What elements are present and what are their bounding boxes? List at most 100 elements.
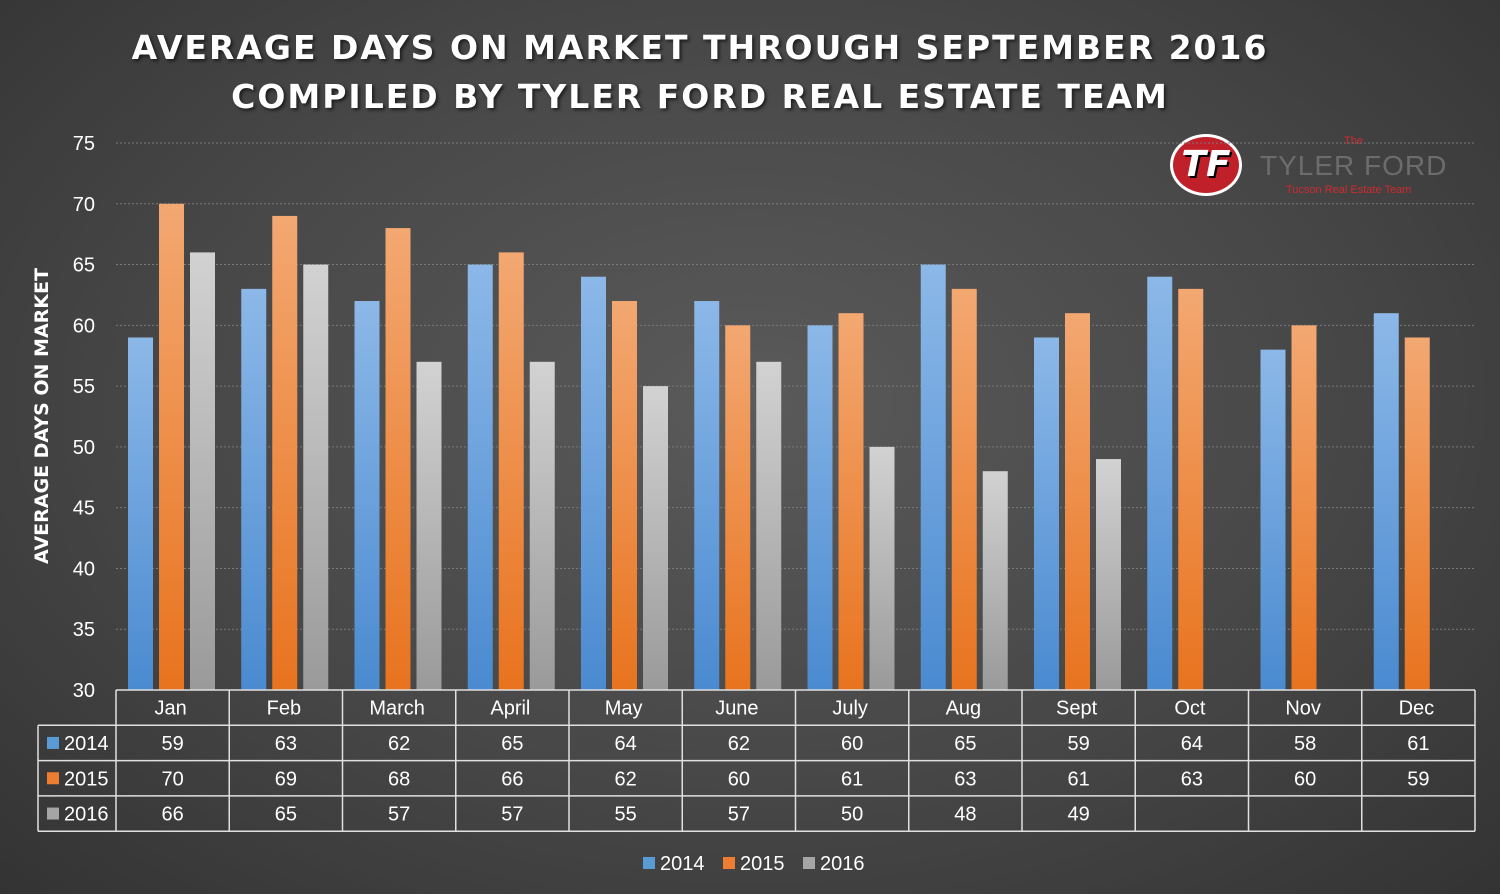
- data-label: 62: [388, 733, 410, 755]
- legend-label-2016: 2016: [820, 853, 865, 875]
- data-label: 57: [388, 804, 410, 826]
- bar-2015-july: [838, 313, 864, 690]
- data-label: 60: [728, 768, 750, 790]
- x-category-label: June: [715, 698, 758, 720]
- data-label: 58: [1294, 733, 1316, 755]
- chart-title: AVERAGE DAYS ON MARKET THROUGH SEPTEMBER…: [131, 28, 1269, 67]
- bar-2016-aug: [982, 471, 1008, 690]
- data-label: 64: [1181, 733, 1203, 755]
- chart-subtitle: COMPILED BY TYLER FORD REAL ESTATE TEAM: [231, 77, 1169, 116]
- row-label-2016: 2016: [64, 804, 109, 826]
- data-label: 49: [1068, 804, 1090, 826]
- bars: [128, 203, 1430, 691]
- data-label: 62: [728, 733, 750, 755]
- bar-2014-july: [807, 325, 833, 690]
- x-category-label: Oct: [1174, 698, 1206, 720]
- grid-lines: [116, 142, 1475, 630]
- data-label: 65: [501, 733, 523, 755]
- x-category-label: Dec: [1399, 698, 1435, 720]
- data-label: 63: [275, 733, 297, 755]
- data-label: 59: [1407, 768, 1429, 790]
- bar-2014-jan: [128, 337, 153, 690]
- legend: 2014 2015 2016: [643, 853, 865, 875]
- data-label: 61: [841, 768, 863, 790]
- bar-2015-june: [725, 325, 751, 690]
- row-label-2014: 2014: [64, 733, 109, 755]
- bar-2014-aug: [920, 264, 946, 690]
- y-tick-label: 55: [73, 376, 95, 398]
- bar-2015-oct: [1178, 288, 1204, 690]
- legend-key-2014: [47, 736, 59, 749]
- x-category-label: Nov: [1285, 698, 1321, 720]
- bar-2015-dec: [1404, 337, 1430, 690]
- data-label: 60: [1294, 768, 1316, 790]
- x-category-label: Sept: [1056, 698, 1098, 720]
- bar-2014-march: [354, 301, 380, 690]
- x-category-label: May: [605, 698, 643, 720]
- y-tick-label: 70: [73, 194, 95, 216]
- x-category-label: March: [369, 698, 425, 720]
- row-label-2015: 2015: [64, 768, 109, 790]
- y-tick-label: 75: [73, 133, 95, 155]
- data-label: 59: [1068, 733, 1090, 755]
- data-label: 60: [841, 733, 863, 755]
- data-label: 57: [728, 804, 750, 826]
- bar-2014-may: [581, 276, 606, 690]
- legend-label-2015: 2015: [740, 853, 785, 875]
- bar-2015-may: [612, 301, 637, 690]
- bar-2015-feb: [272, 215, 298, 690]
- logo-the-text: The: [1344, 135, 1363, 147]
- bar-2015-march: [385, 228, 411, 691]
- x-category-label: July: [832, 698, 868, 720]
- data-label: 61: [1068, 768, 1090, 790]
- y-tick-label: 65: [73, 255, 95, 277]
- bar-2014-nov: [1260, 349, 1286, 690]
- data-label: 63: [1181, 768, 1203, 790]
- x-category-label: Feb: [267, 698, 301, 720]
- legend-key-2016: [47, 807, 59, 820]
- y-tick-label: 45: [73, 498, 95, 520]
- bar-2014-sept: [1034, 337, 1059, 690]
- data-label: 63: [954, 768, 976, 790]
- bar-2016-april: [529, 361, 555, 690]
- x-category-label: Aug: [946, 698, 982, 720]
- legend-swatch-2015: [723, 857, 735, 869]
- data-label: 68: [388, 768, 410, 790]
- data-label: 70: [162, 768, 184, 790]
- data-label: 50: [841, 804, 863, 826]
- x-category-label: Jan: [155, 698, 187, 720]
- data-label: 65: [954, 733, 976, 755]
- y-tick-label: 50: [73, 437, 95, 459]
- data-label: 61: [1407, 733, 1429, 755]
- bar-2014-april: [467, 264, 493, 690]
- bar-2016-may: [643, 386, 668, 690]
- y-tick-label: 60: [73, 315, 95, 337]
- data-label: 66: [162, 804, 184, 826]
- logo-tagline-text: Tucson Real Estate Team: [1286, 184, 1412, 196]
- bar-2016-sept: [1096, 459, 1121, 690]
- legend-label-2014: 2014: [660, 853, 705, 875]
- data-label: 69: [275, 768, 297, 790]
- y-tick-label: 40: [73, 558, 95, 580]
- y-tick-labels: 30 35 40 45 50 55 60 65 70 75: [73, 133, 95, 702]
- bar-2016-june: [756, 361, 782, 690]
- tf-monogram-icon: TF: [1170, 134, 1242, 196]
- tyler-ford-logo: TF The TYLER FORD Tucson Real Estate Tea…: [1168, 132, 1458, 204]
- bar-2014-feb: [241, 288, 267, 690]
- bar-2015-april: [498, 252, 524, 690]
- bar-2016-jan: [190, 252, 215, 690]
- logo-name-text: TYLER FORD: [1260, 150, 1448, 181]
- bar-2016-march: [416, 361, 442, 690]
- data-label: 66: [501, 768, 523, 790]
- legend-key-2015: [47, 772, 59, 785]
- x-category-label: April: [490, 698, 530, 720]
- data-label: 55: [615, 804, 637, 826]
- bar-2015-nov: [1291, 325, 1317, 690]
- bar-2016-feb: [303, 264, 329, 690]
- bar-2016-july: [869, 446, 895, 690]
- data-label: 57: [501, 804, 523, 826]
- y-tick-label: 35: [73, 619, 95, 641]
- bar-2015-jan: [159, 203, 184, 690]
- legend-swatch-2014: [643, 857, 655, 869]
